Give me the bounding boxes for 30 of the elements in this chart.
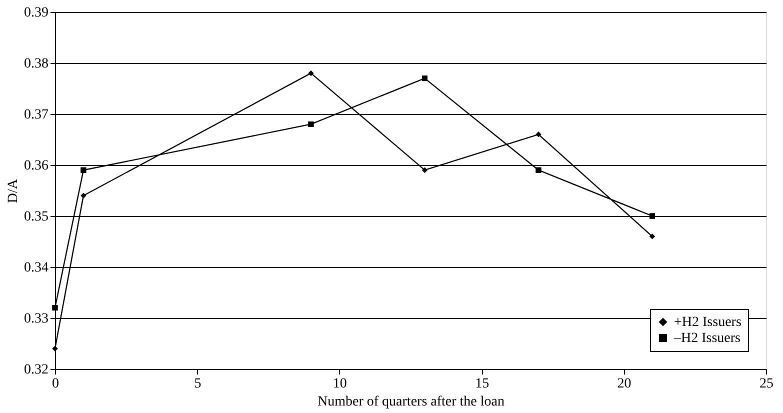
legend-label: +H2 Issuers — [674, 315, 742, 330]
x-axis-title: Number of quarters after the loan — [318, 394, 504, 410]
point — [308, 121, 314, 127]
point — [422, 167, 428, 173]
y-tick-label: 0.36 — [24, 158, 48, 174]
point — [80, 167, 86, 173]
point — [650, 213, 655, 219]
point — [422, 76, 428, 82]
point — [650, 234, 655, 240]
y-tick-label: 0.35 — [24, 210, 48, 224]
point — [536, 167, 542, 173]
point — [80, 192, 86, 198]
point — [308, 70, 314, 76]
x-tick-label: 25 — [760, 376, 774, 392]
y-tick-label: 0.33 — [24, 312, 48, 326]
point — [536, 132, 542, 138]
point — [52, 305, 58, 311]
y-axis-title: D/A — [6, 178, 21, 204]
y-tick-label: 0.37 — [24, 108, 48, 122]
y-tick-label: 0.34 — [24, 260, 48, 276]
x-tick-label: 15 — [475, 376, 490, 392]
y-tick-label: 0.39 — [24, 6, 48, 20]
y-tick-label: 0.32 — [24, 362, 48, 378]
legend-label: –H2 Issuers — [673, 331, 740, 346]
x-tick-label: 0 — [52, 376, 59, 392]
x-tick-label: 5 — [194, 376, 202, 392]
x-tick-label: 10 — [332, 376, 347, 392]
x-tick-label: 20 — [617, 376, 632, 392]
y-tick-label: 0.38 — [24, 56, 48, 72]
point — [52, 346, 58, 352]
